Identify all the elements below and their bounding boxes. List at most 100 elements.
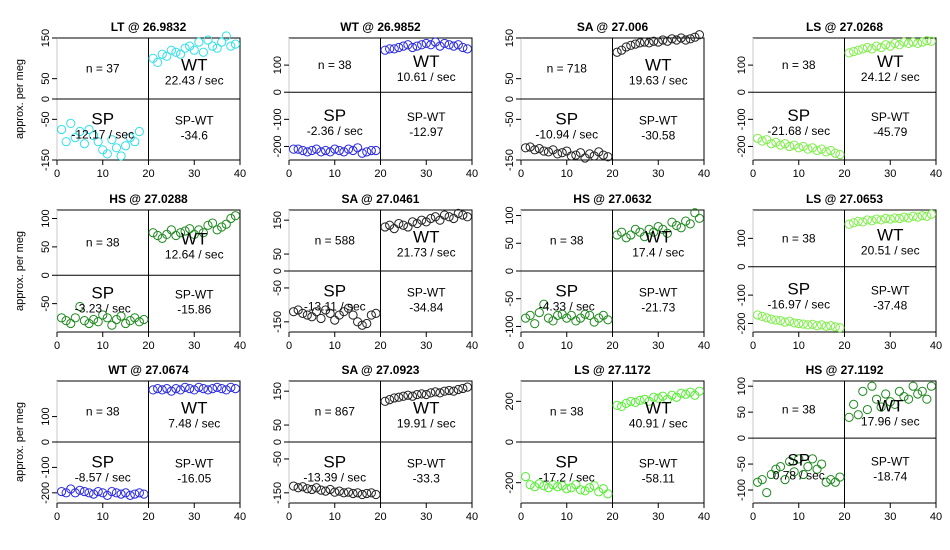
sp-rate: -4.33 / sec [539,300,595,314]
data-point [798,141,808,152]
data-point [203,35,213,45]
data-point [649,36,659,46]
data-point [153,384,163,394]
data-point [908,37,918,47]
chart-title: LS @ 27.0268 [806,20,883,34]
x-tick-label: 30 [188,168,200,180]
data-point [153,57,163,68]
data-point [780,139,790,149]
sp-wt-label: SP-WT [871,283,910,297]
data-point [348,488,358,499]
data-point [98,310,108,320]
data-point [539,481,549,491]
x-tick-label: 40 [234,511,246,523]
data-point [357,320,367,330]
data-point [89,131,99,141]
data-point [849,399,859,409]
data-point [121,141,131,151]
x-tick-label: 20 [606,340,618,352]
chart-title: HS @ 27.1192 [806,363,884,377]
x-tick-label: 20 [838,168,850,180]
x-tick-label: 10 [561,340,573,352]
sp-wt-label: SP-WT [175,288,214,302]
x-tick-label: 20 [374,340,386,352]
data-point [658,391,668,401]
data-point [321,486,331,496]
data-point [534,307,544,318]
x-tick-label: 40 [698,168,710,180]
data-point [826,475,836,485]
x-tick-label: 10 [329,511,341,523]
data-point [212,225,222,235]
data-point [293,483,303,493]
data-point [603,489,613,499]
data-point [676,33,686,43]
data-point [194,382,204,392]
data-point [667,390,677,400]
data-point [908,381,918,391]
sp-label: SP [787,451,810,470]
x-tick-label: 20 [142,511,154,523]
data-point [766,469,776,480]
x-tick-label: 10 [97,340,109,352]
data-point [913,212,923,222]
data-point [639,394,650,404]
x-tick-label: 20 [374,511,386,523]
wt-rate: 17.96 / sec [861,415,920,429]
chart-title: LT @ 26.9832 [111,20,187,34]
data-point [175,228,186,238]
x-tick-label: 10 [793,511,805,523]
data-point [639,37,650,47]
data-point [658,35,668,45]
data-point [357,489,367,500]
data-point [644,224,654,235]
data-point [917,386,927,396]
data-point [639,232,650,242]
y-tick-label: 0 [40,272,52,278]
x-tick-label: 30 [652,340,664,352]
y-axis-label: approx. per meg [14,231,26,311]
data-point [548,316,558,326]
data-point [844,48,854,58]
x-tick-label: 0 [54,168,60,180]
wt-label: WT [877,225,903,244]
sp-wt-diff: -34.84 [409,301,443,315]
data-point [821,321,831,331]
data-point [444,40,454,50]
data-point [621,398,631,408]
sp-wt-label: SP-WT [175,114,214,128]
data-point [371,308,381,318]
y-tick-label: -50 [736,456,748,472]
data-point [785,456,795,467]
data-point [84,124,94,135]
data-point [430,387,440,397]
data-point [653,37,663,47]
wt-rate: 17.4 / sec [632,246,684,260]
data-point [775,316,786,326]
x-tick-label: 20 [142,168,154,180]
data-point [330,487,340,497]
y-tick-label: -200 [504,472,516,494]
data-point [575,148,586,158]
y-tick-label: 0 [272,268,284,274]
data-point [93,317,103,327]
data-point [917,37,927,47]
y-tick-label: -100 [736,108,748,130]
data-point [867,44,877,54]
data-point [681,35,691,45]
data-point [371,489,381,500]
data-point [876,215,886,225]
y-tick-label: 100 [40,209,52,227]
data-point [449,386,459,396]
data-point [298,145,308,156]
y-tick-label: 0 [736,89,748,95]
data-point [417,215,427,225]
wt-label: WT [645,228,671,247]
x-tick-label: 20 [606,168,618,180]
data-point [903,213,914,223]
sp-label: SP [555,282,578,301]
chart-panel: SA @ 27.0923 0 10 20 30 40 -150 -50 0 50 150 n = 86… [272,363,478,523]
data-point [757,311,767,321]
data-point [130,489,140,499]
data-point [311,307,322,317]
